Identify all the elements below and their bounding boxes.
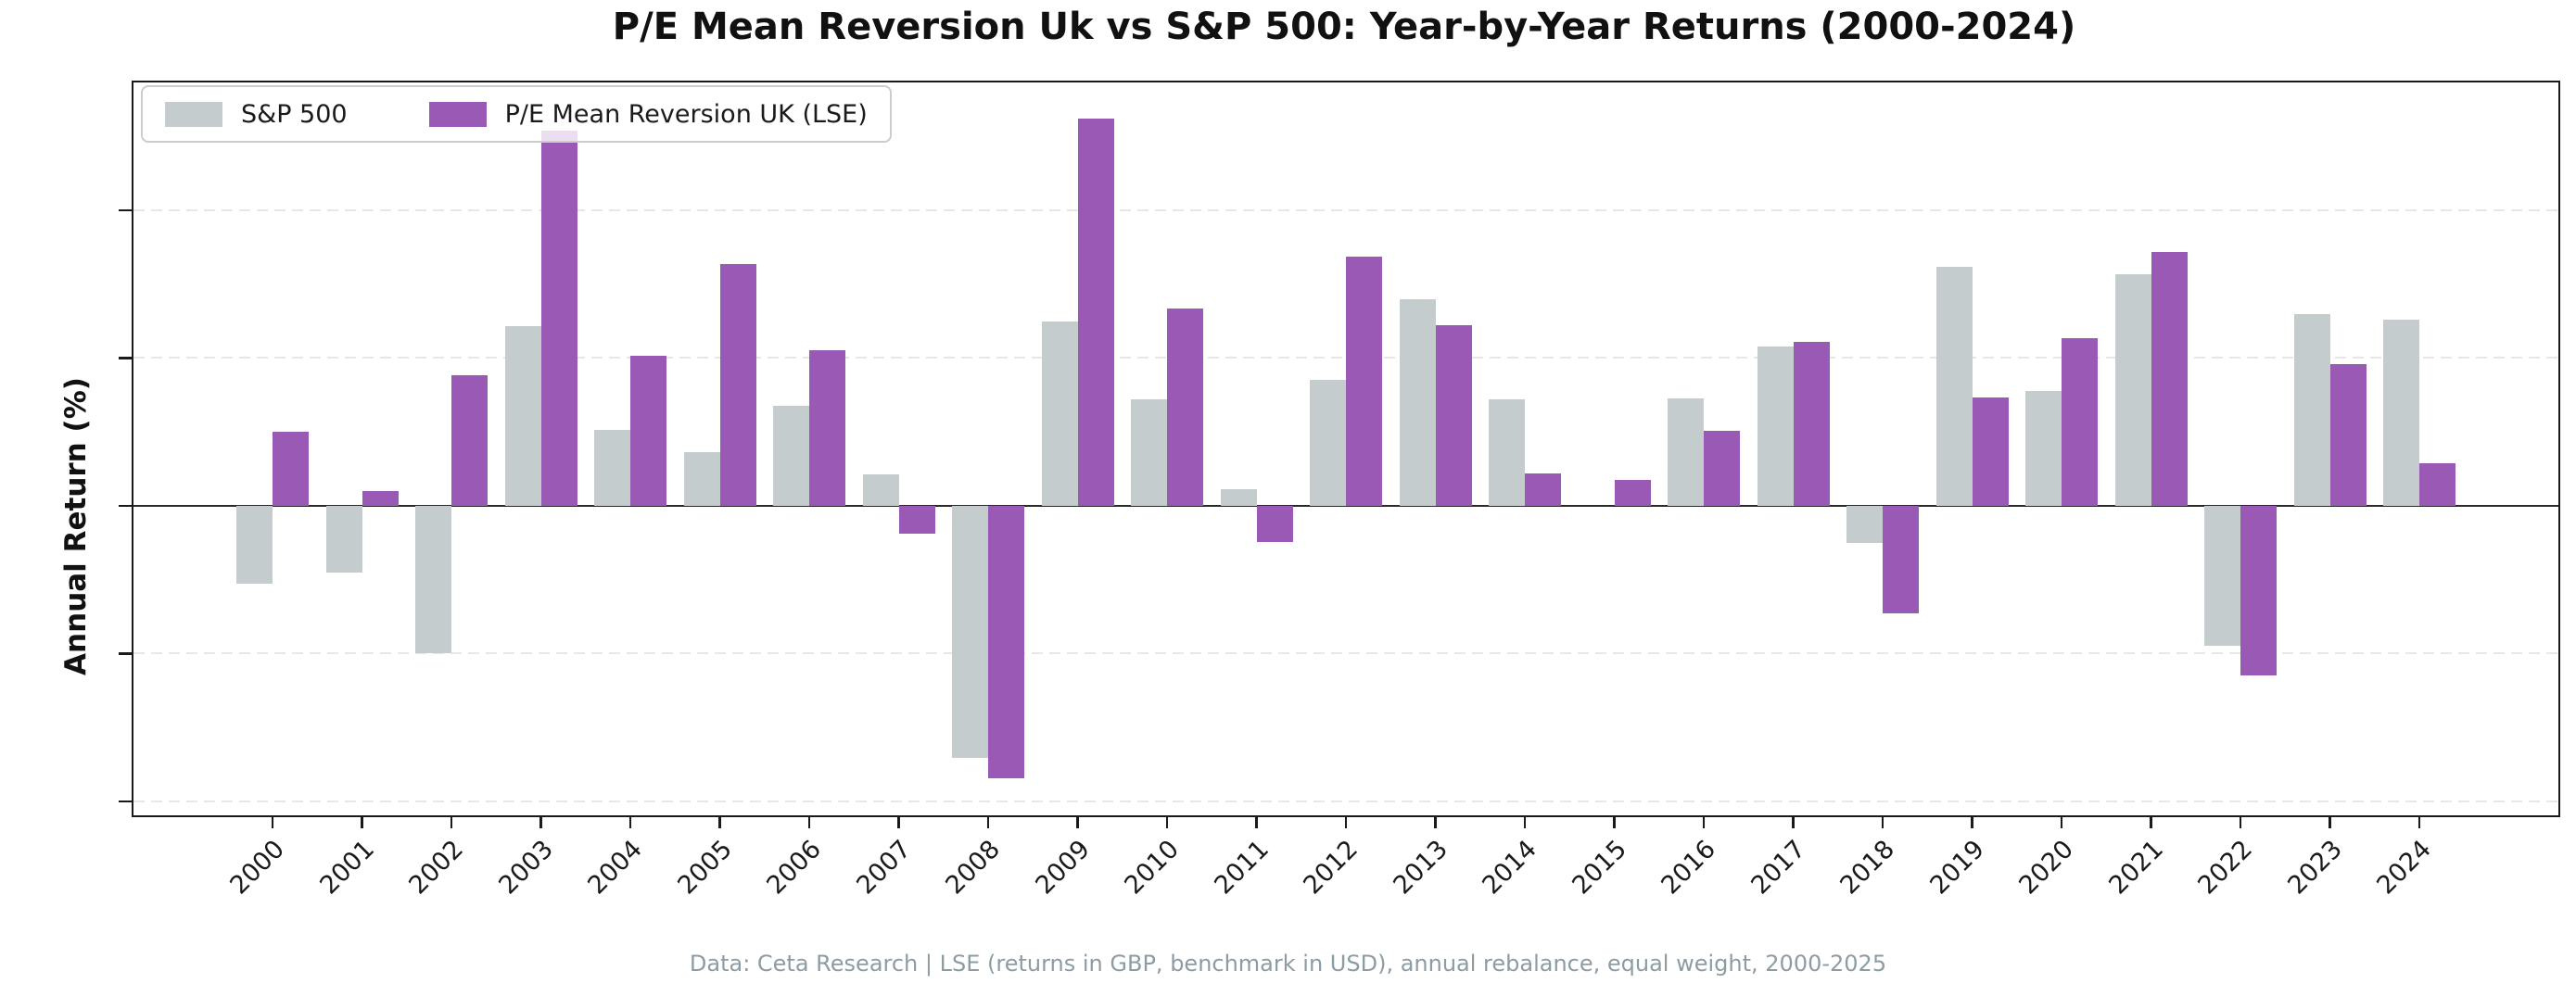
bar-2020-uk	[2062, 337, 2098, 506]
bar-2009-uk	[1077, 119, 1114, 506]
bar-2009-sp500	[1041, 321, 1078, 506]
y-axis-title-text: Annual Return (%)	[59, 377, 93, 675]
x-tick-2021	[2150, 815, 2152, 828]
x-tick-2015	[1613, 815, 1616, 828]
y-tick-40	[119, 208, 133, 212]
bar-2013-uk	[1435, 325, 1472, 506]
plot-area: Annual Return (%) 40200−20−4020002001200…	[59, 81, 2560, 901]
bar-2000-sp500	[236, 505, 273, 584]
bar-2018-uk	[1883, 505, 1919, 614]
bar-2018-sp500	[1846, 505, 1883, 543]
bar-2002-uk	[451, 374, 488, 506]
bar-2021-sp500	[2114, 274, 2151, 506]
uk-swatch	[428, 101, 487, 127]
bar-2017-sp500	[1757, 347, 1794, 506]
y-tick-20	[119, 357, 133, 359]
bar-2007-uk	[898, 505, 935, 535]
bar-2016-uk	[1704, 430, 1740, 506]
gridline--40	[133, 800, 2558, 802]
x-tick-2004	[628, 815, 632, 828]
y-tick--20	[119, 652, 133, 655]
x-tick-2005	[718, 815, 721, 828]
x-tick-2009	[1076, 815, 1079, 828]
x-tick-2003	[539, 815, 542, 828]
x-tick-2017	[1792, 815, 1795, 828]
x-tick-2016	[1702, 815, 1706, 828]
bar-2011-sp500	[1220, 489, 1257, 506]
x-tick-2020	[2060, 815, 2063, 828]
bar-2014-uk	[1525, 473, 1561, 506]
legend: S&P 500 P/E Mean Reversion UK (LSE)	[141, 85, 892, 143]
bar-2023-uk	[2329, 363, 2367, 506]
bar-2019-sp500	[1935, 267, 1973, 506]
bar-2012-sp500	[1310, 379, 1346, 506]
zero-line	[133, 504, 2558, 507]
bar-2007-sp500	[862, 473, 899, 506]
bar-2015-uk	[1614, 479, 1651, 506]
x-tick-2023	[2329, 815, 2331, 828]
legend-item-uk: P/E Mean Reversion UK (LSE)	[428, 99, 868, 129]
x-tick-2022	[2239, 815, 2242, 828]
bar-2008-sp500	[952, 505, 988, 758]
source-note: Data: Ceta Research | LSE (returns in GB…	[689, 951, 1887, 977]
gridline-40	[133, 208, 2558, 211]
bar-2010-sp500	[1131, 399, 1167, 506]
x-tick-2012	[1344, 815, 1348, 828]
x-tick-2007	[897, 815, 900, 828]
chart-title: P/E Mean Reversion Uk vs S&P 500: Year-b…	[612, 6, 2076, 48]
bar-2012-uk	[1346, 257, 1382, 506]
x-tick-2001	[361, 815, 363, 828]
legend-item-sp500: S&P 500	[165, 100, 348, 129]
bar-2014-sp500	[1489, 399, 1525, 506]
bar-2001-sp500	[325, 505, 362, 574]
x-tick-2011	[1255, 815, 1258, 828]
bar-2000-uk	[273, 432, 309, 506]
bar-2022-sp500	[2204, 505, 2240, 646]
uk-legend-label: P/E Mean Reversion UK (LSE)	[504, 99, 868, 129]
bar-2016-sp500	[1668, 398, 1704, 506]
bar-2004-uk	[630, 356, 666, 506]
bar-2003-uk	[540, 130, 577, 506]
bar-2024-sp500	[2383, 319, 2419, 506]
gridline--20	[133, 652, 2558, 655]
bar-2019-uk	[1972, 397, 2009, 506]
bar-2002-sp500	[415, 505, 451, 654]
x-tick-2024	[2417, 815, 2421, 828]
x-tick-2010	[1165, 815, 1169, 828]
bar-2023-sp500	[2293, 313, 2330, 506]
x-tick-2008	[986, 815, 990, 828]
bar-2011-uk	[1256, 505, 1293, 542]
x-tick-2018	[1881, 815, 1884, 828]
y-tick-0	[119, 504, 133, 508]
bar-2006-uk	[809, 349, 845, 506]
bar-2004-sp500	[594, 429, 630, 506]
bar-2001-uk	[362, 490, 399, 506]
bar-2005-sp500	[683, 452, 720, 506]
bar-2020-sp500	[2025, 391, 2062, 506]
sp500-swatch	[165, 101, 222, 127]
x-tick-2014	[1523, 815, 1527, 828]
x-tick-2000	[271, 815, 274, 828]
bar-2008-uk	[988, 505, 1024, 779]
bar-2003-sp500	[504, 326, 541, 506]
bar-2010-uk	[1167, 308, 1203, 506]
y-tick--40	[119, 800, 133, 803]
bar-2005-uk	[719, 264, 756, 506]
x-tick-2013	[1434, 815, 1437, 828]
bar-2013-sp500	[1399, 299, 1436, 506]
bar-2022-uk	[2240, 505, 2277, 676]
bar-2017-uk	[1793, 341, 1830, 506]
sp500-legend-label: S&P 500	[241, 99, 348, 129]
bar-2006-sp500	[773, 406, 809, 506]
bar-2021-uk	[2151, 252, 2188, 506]
x-tick-2019	[1971, 815, 1973, 828]
x-tick-2006	[807, 815, 811, 828]
x-tick-2002	[450, 815, 453, 828]
bar-2024-uk	[2419, 463, 2455, 506]
